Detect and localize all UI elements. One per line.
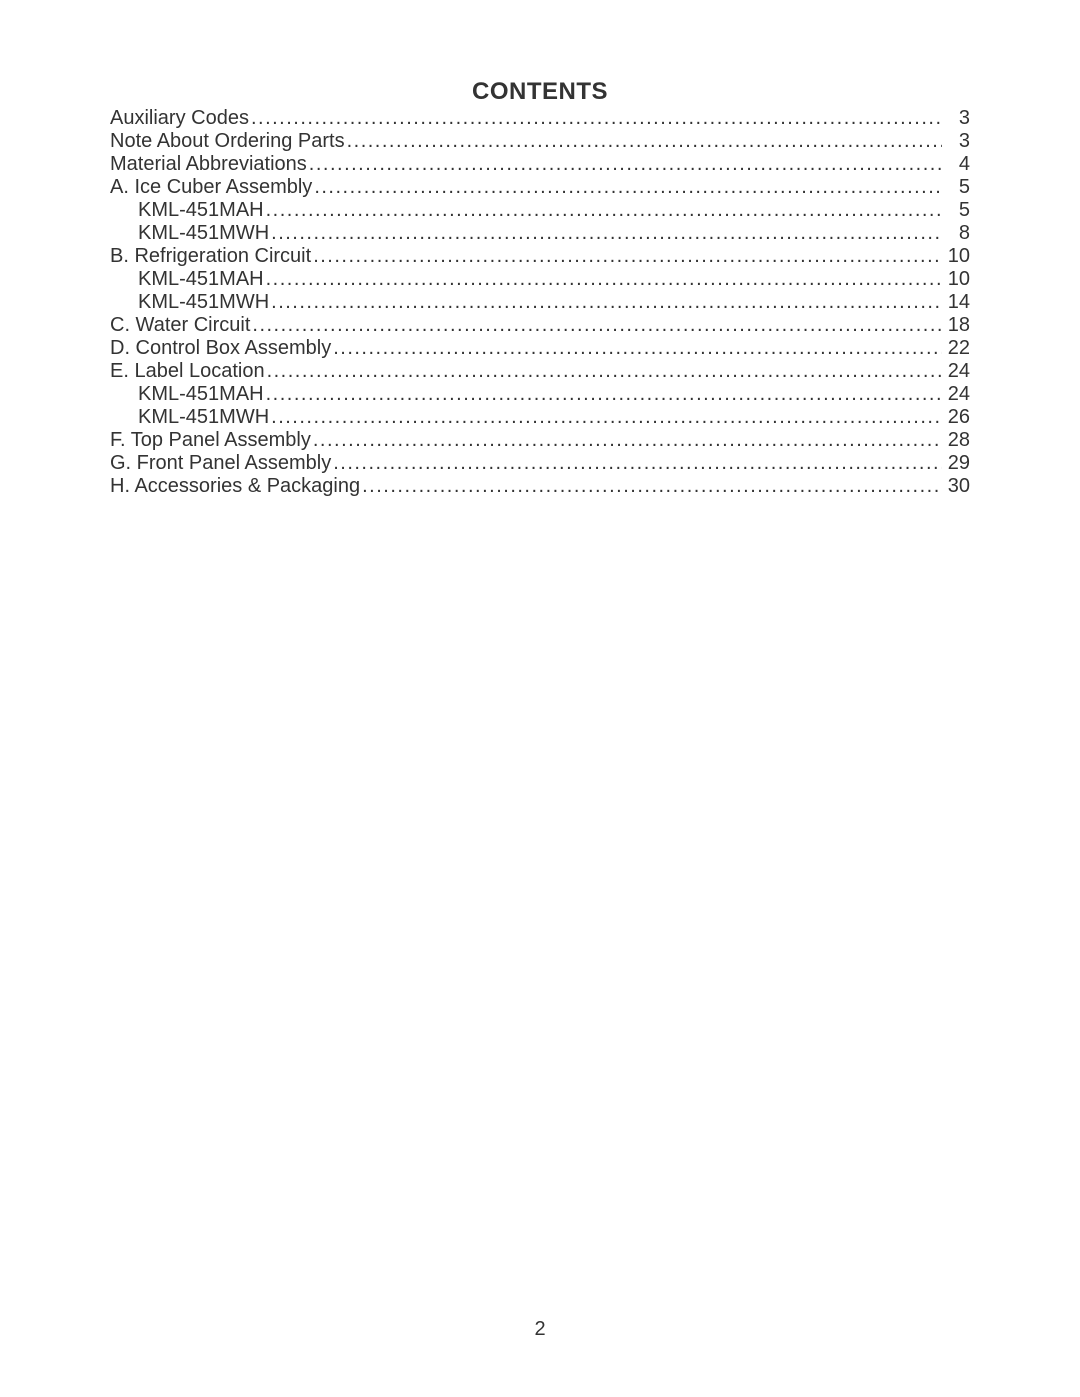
toc-row: Note About Ordering Parts...............… [110, 130, 970, 153]
toc-page-number: 3 [944, 130, 970, 153]
toc-label: E. Label Location [110, 360, 265, 383]
toc-leader-dots: ........................................… [311, 429, 942, 452]
toc-leader-dots: ........................................… [264, 268, 942, 291]
toc-row: A. Ice Cuber Assembly...................… [110, 176, 970, 199]
toc-label: Material Abbreviations [110, 153, 307, 176]
toc-label: D. Control Box Assembly [110, 337, 331, 360]
toc-row: KML-451MWH..............................… [110, 291, 970, 314]
toc-page-number: 10 [944, 268, 970, 291]
toc-leader-dots: ........................................… [331, 452, 942, 475]
toc-leader-dots: ........................................… [250, 314, 942, 337]
toc-label: KML-451MWH [110, 222, 269, 245]
toc-leader-dots: ........................................… [312, 176, 942, 199]
toc-leader-dots: ........................................… [264, 199, 942, 222]
toc-leader-dots: ........................................… [269, 291, 942, 314]
toc-leader-dots: ........................................… [345, 130, 942, 153]
toc-row: KML-451MAH..............................… [110, 268, 970, 291]
toc-label: KML-451MWH [110, 406, 269, 429]
toc-page-number: 5 [944, 199, 970, 222]
toc-page-number: 30 [944, 475, 970, 498]
toc-row: Material Abbreviations..................… [110, 153, 970, 176]
toc-label: KML-451MAH [110, 199, 264, 222]
toc-page-number: 22 [944, 337, 970, 360]
toc-row: KML-451MWH..............................… [110, 222, 970, 245]
page-number: 2 [0, 1318, 1080, 1341]
toc-row: H. Accessories & Packaging..............… [110, 475, 970, 498]
toc-page-number: 10 [944, 245, 970, 268]
toc-page-number: 8 [944, 222, 970, 245]
toc-label: KML-451MAH [110, 383, 264, 406]
toc-page-number: 28 [944, 429, 970, 452]
toc-page-number: 14 [944, 291, 970, 314]
toc-label: G. Front Panel Assembly [110, 452, 331, 475]
toc-leader-dots: ........................................… [269, 406, 942, 429]
toc-leader-dots: ........................................… [269, 222, 942, 245]
toc-page-number: 4 [944, 153, 970, 176]
toc-label: A. Ice Cuber Assembly [110, 176, 312, 199]
toc-label: F. Top Panel Assembly [110, 429, 311, 452]
toc-row: KML-451MAH..............................… [110, 199, 970, 222]
toc-row: E. Label Location.......................… [110, 360, 970, 383]
toc-row: Auxiliary Codes.........................… [110, 107, 970, 130]
toc-row: C. Water Circuit........................… [110, 314, 970, 337]
toc-leader-dots: ........................................… [264, 383, 942, 406]
toc-leader-dots: ........................................… [360, 475, 942, 498]
document-page: CONTENTS Auxiliary Codes................… [0, 0, 1080, 1397]
toc-page-number: 18 [944, 314, 970, 337]
toc-row: G. Front Panel Assembly.................… [110, 452, 970, 475]
toc-leader-dots: ........................................… [265, 360, 942, 383]
toc-page-number: 24 [944, 360, 970, 383]
toc-label: H. Accessories & Packaging [110, 475, 360, 498]
toc-row: F. Top Panel Assembly...................… [110, 429, 970, 452]
toc-leader-dots: ........................................… [249, 107, 942, 130]
page-title: CONTENTS [110, 78, 970, 106]
toc-page-number: 24 [944, 383, 970, 406]
toc-label: Note About Ordering Parts [110, 130, 345, 153]
toc-page-number: 29 [944, 452, 970, 475]
toc-row: B. Refrigeration Circuit................… [110, 245, 970, 268]
toc-label: Auxiliary Codes [110, 107, 249, 130]
toc-leader-dots: ........................................… [311, 245, 942, 268]
toc-leader-dots: ........................................… [307, 153, 942, 176]
toc-row: KML-451MWH..............................… [110, 406, 970, 429]
toc-label: C. Water Circuit [110, 314, 250, 337]
toc-page-number: 26 [944, 406, 970, 429]
toc-leader-dots: ........................................… [331, 337, 942, 360]
toc-row: KML-451MAH..............................… [110, 383, 970, 406]
toc-label: KML-451MWH [110, 291, 269, 314]
toc-row: D. Control Box Assembly.................… [110, 337, 970, 360]
toc-label: B. Refrigeration Circuit [110, 245, 311, 268]
toc-page-number: 5 [944, 176, 970, 199]
toc-page-number: 3 [944, 107, 970, 130]
toc-label: KML-451MAH [110, 268, 264, 291]
table-of-contents: Auxiliary Codes.........................… [110, 107, 970, 498]
